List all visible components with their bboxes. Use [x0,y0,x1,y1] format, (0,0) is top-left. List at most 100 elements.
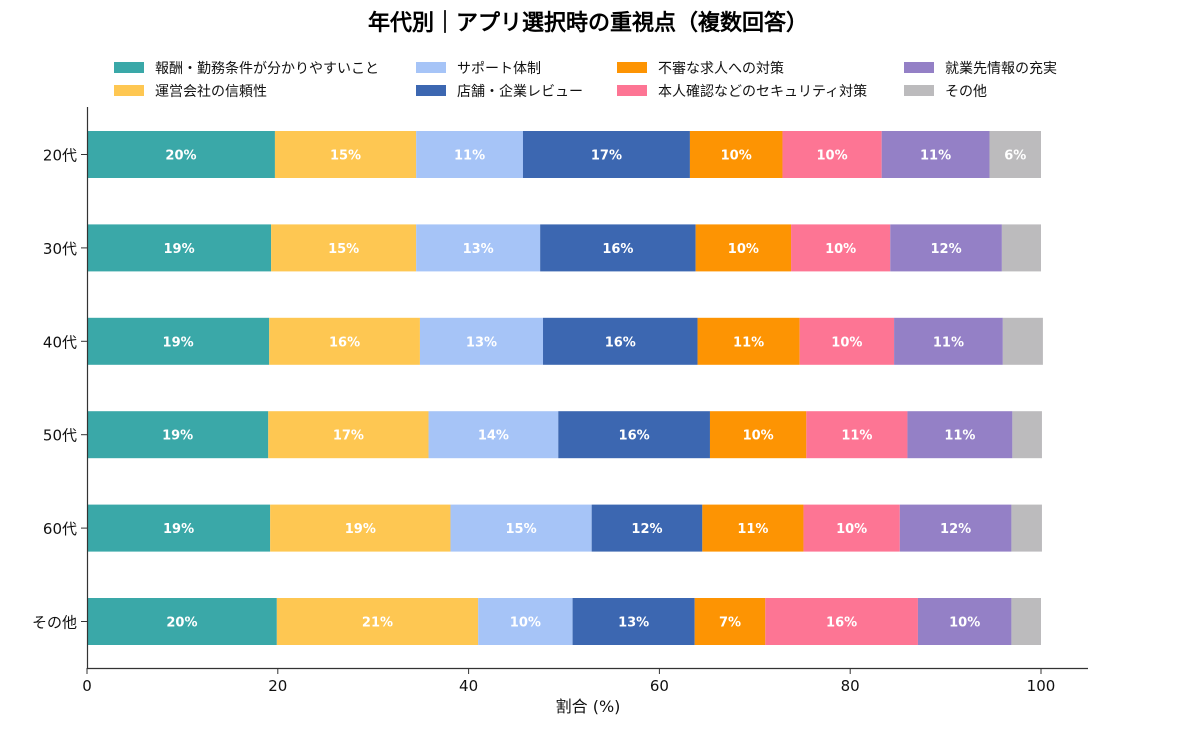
bar-segment [899,504,1012,552]
bar-label: 10% [728,242,759,257]
bar-segment [274,131,417,178]
y-tick-label: 60代 [43,520,77,538]
bar-segment [907,411,1013,459]
bar-label: 16% [605,335,636,350]
bar-segment [271,224,417,272]
bar-label: 10% [825,242,856,257]
bar-segment [540,224,696,272]
bar-segment [782,131,882,178]
bar-segment [522,131,690,178]
bar-label: 10% [817,149,848,164]
x-ticks: 0 20 40 60 80 100 [82,668,1055,695]
bar-segment [572,598,695,645]
bar-label: 15% [506,522,537,537]
bar-label: 13% [466,335,497,350]
bar-label: 11% [841,429,872,444]
bar-segment [416,224,541,272]
legend-label: 店舗・企業レビュー [457,83,583,100]
y-tick-label: その他 [32,614,77,632]
legend-label: 不審な求人への対策 [658,60,784,77]
bar-label: 20% [165,149,196,164]
legend-label: 運営会社の信頼性 [155,84,267,100]
bar-segment [989,131,1041,178]
bar-label: 14% [478,429,509,444]
legend-swatch [416,85,446,96]
bar-label: 13% [618,616,649,631]
bar-segment [695,224,792,272]
bar-label: 10% [831,335,862,350]
bar-segment [591,504,703,552]
bar-label: 11% [733,335,764,350]
legend-swatch [114,62,144,73]
bar-segment [269,317,420,365]
bar-label: 13% [463,242,494,257]
y-tick-label: 40代 [43,333,77,351]
bar-label: 15% [328,242,359,257]
legend-label: 本人確認などのセキュリティ対策 [658,83,867,100]
y-tick-label: 20代 [43,147,77,165]
legend-label: その他 [945,84,987,100]
bar-label: 16% [329,335,360,350]
axes [86,107,1088,670]
bar-segment [1002,317,1043,365]
bar-segment [270,504,451,552]
bar-label: 6% [1004,149,1026,164]
legend-swatch [416,62,446,73]
bar-label: 12% [931,242,962,257]
chart-title: 年代別｜アプリ選択時の重視点（複数回答） [368,10,808,36]
bar-segment [917,598,1012,645]
bar-segment [890,224,1002,272]
bar-segment [428,411,559,459]
bar-label: 16% [619,429,650,444]
bar-segment [276,598,479,645]
bar-label: 10% [721,149,752,164]
bar-label: 19% [345,522,376,537]
bar-label: 15% [330,149,361,164]
legend-label: 報酬・勤務条件が分かりやすいこと [155,60,379,77]
bar-segment [702,504,804,552]
bar-label: 10% [510,616,541,631]
legend-swatch [904,85,934,96]
bar-segment [416,131,523,178]
bar-label: 11% [737,522,768,537]
legend-label: 就業先情報の充実 [945,61,1057,77]
bar-label: 16% [602,242,633,257]
legend-swatch [904,62,934,73]
bar-label: 19% [163,522,194,537]
bar-segment [697,317,800,365]
bar-segment [799,317,895,365]
bar-segment [1011,504,1042,552]
x-tick-label: 60 [650,677,669,695]
bar-segment [689,131,783,178]
bar-label: 11% [944,429,975,444]
bar-label: 17% [591,149,622,164]
x-tick-label: 0 [82,677,92,695]
legend-swatch [617,85,647,96]
bar-segment [478,598,573,645]
bar-label: 11% [454,149,485,164]
bar-segment [894,317,1003,365]
bar-label: 12% [940,522,971,537]
bar-label: 10% [836,522,867,537]
bar-segment [1001,224,1041,272]
x-axis-label: 割合 (%) [556,697,621,716]
bar-segment [803,504,900,552]
bars: 20% 15% 11% 17% 10% 10% 11% 6% 19% 15% 13% 16% 10% 10… [87,131,1043,645]
bar-segment [450,504,592,552]
bar-segment [87,598,277,645]
bar-label: 19% [163,335,194,350]
bar-label: 11% [920,149,951,164]
y-tick-label: 30代 [43,240,77,258]
legend-swatch [114,85,144,96]
bar-segment [791,224,891,272]
legend-label: サポート体制 [457,61,541,77]
bar-segment [709,411,807,459]
bar-segment [558,411,710,459]
bar-segment [806,411,908,459]
y-tick-label: 50代 [43,427,77,445]
bar-segment [87,317,270,365]
bar-label: 10% [743,429,774,444]
